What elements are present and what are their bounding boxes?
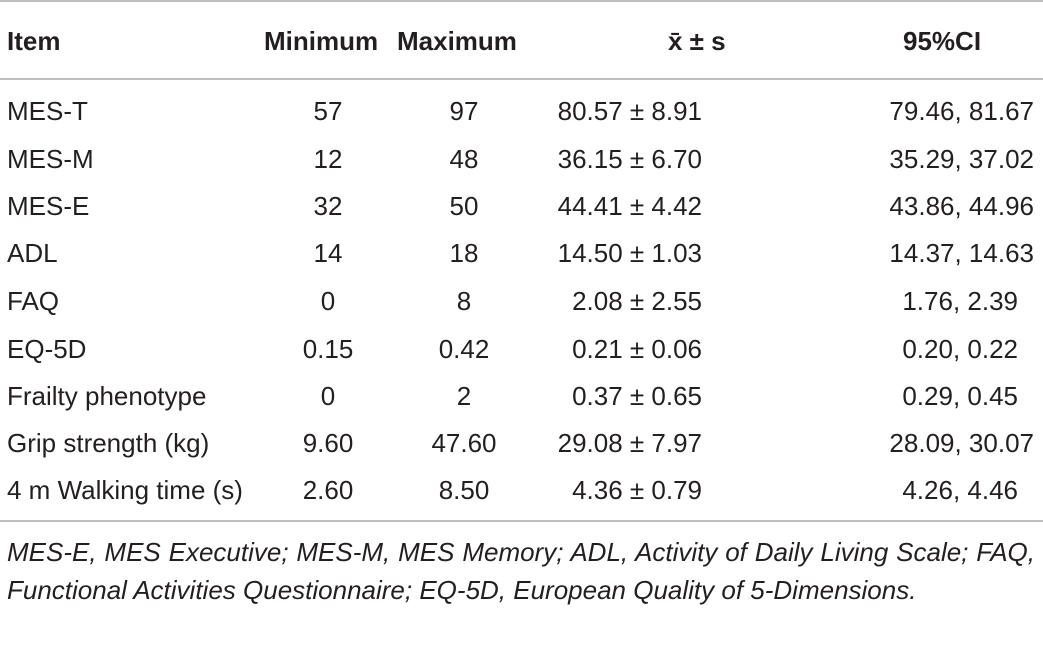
row-minimum: 9.60 bbox=[302, 428, 354, 458]
row-ci: 1.76, 2.39 bbox=[902, 286, 1018, 316]
table-row: MES-E 32 50 44.41 ± 4.42 43.86, 44.96 bbox=[0, 183, 1043, 229]
row-item: 4 m Walking time (s) bbox=[7, 475, 243, 505]
table-row: Frailty phenotype 0 2 0.37 ± 0.65 0.29, … bbox=[0, 373, 1043, 419]
table-bottom-rule bbox=[0, 520, 1043, 522]
row-ci: 4.26, 4.46 bbox=[902, 475, 1018, 505]
row-mean-sd: 4.36 ± 0.79 bbox=[572, 475, 702, 505]
row-maximum: 97 bbox=[449, 96, 479, 126]
row-minimum: 32 bbox=[313, 191, 343, 221]
row-maximum: 2 bbox=[456, 381, 472, 411]
table-row: 4 m Walking time (s) 2.60 8.50 4.36 ± 0.… bbox=[0, 467, 1043, 513]
row-ci: 0.29, 0.45 bbox=[902, 381, 1018, 411]
row-minimum: 0 bbox=[320, 286, 336, 316]
table-footnote: MES-E, MES Executive; MES-M, MES Memory;… bbox=[7, 537, 1035, 605]
header-ci: 95%CI bbox=[903, 26, 982, 56]
table-row: ADL 14 18 14.50 ± 1.03 14.37, 14.63 bbox=[0, 230, 1043, 276]
row-mean-sd: 14.50 ± 1.03 bbox=[557, 238, 702, 268]
header-mean-sd: x̄ ± s bbox=[668, 26, 726, 56]
table-row: Grip strength (kg) 9.60 47.60 29.08 ± 7.… bbox=[0, 420, 1043, 466]
row-minimum: 0.15 bbox=[302, 334, 354, 364]
row-ci: 28.09, 30.07 bbox=[889, 428, 1034, 458]
table-header-row: Item Minimum Maximum x̄ ± s 95%CI bbox=[0, 18, 1043, 64]
row-ci: 0.20, 0.22 bbox=[902, 334, 1018, 364]
row-mean-sd: 2.08 ± 2.55 bbox=[572, 286, 702, 316]
row-mean-sd: 80.57 ± 8.91 bbox=[557, 96, 702, 126]
row-item: ADL bbox=[7, 238, 58, 268]
row-item: MES-E bbox=[7, 191, 90, 221]
header-minimum: Minimum bbox=[264, 26, 379, 56]
row-item: FAQ bbox=[7, 286, 60, 316]
row-ci: 43.86, 44.96 bbox=[889, 191, 1034, 221]
table-row: EQ-5D 0.15 0.42 0.21 ± 0.06 0.20, 0.22 bbox=[0, 326, 1043, 372]
table-row: FAQ 0 8 2.08 ± 2.55 1.76, 2.39 bbox=[0, 278, 1043, 324]
row-maximum: 47.60 bbox=[431, 428, 497, 458]
row-minimum: 14 bbox=[313, 238, 343, 268]
row-ci: 35.29, 37.02 bbox=[889, 144, 1034, 174]
table-row: MES-T 57 97 80.57 ± 8.91 79.46, 81.67 bbox=[0, 88, 1043, 134]
table-top-rule bbox=[0, 0, 1043, 2]
row-mean-sd: 0.37 ± 0.65 bbox=[572, 381, 702, 411]
row-item: MES-T bbox=[7, 96, 88, 126]
row-minimum: 0 bbox=[320, 381, 336, 411]
table-row: MES-M 12 48 36.15 ± 6.70 35.29, 37.02 bbox=[0, 136, 1043, 182]
header-maximum: Maximum bbox=[397, 26, 517, 56]
row-maximum: 18 bbox=[449, 238, 479, 268]
row-item: MES-M bbox=[7, 144, 94, 174]
row-mean-sd: 36.15 ± 6.70 bbox=[557, 144, 702, 174]
row-minimum: 57 bbox=[313, 96, 343, 126]
row-mean-sd: 29.08 ± 7.97 bbox=[557, 428, 702, 458]
row-item: Frailty phenotype bbox=[7, 381, 207, 411]
row-item: Grip strength (kg) bbox=[7, 428, 210, 458]
row-maximum: 50 bbox=[449, 191, 479, 221]
row-maximum: 8 bbox=[456, 286, 472, 316]
row-maximum: 0.42 bbox=[438, 334, 490, 364]
row-minimum: 2.60 bbox=[302, 475, 354, 505]
row-maximum: 8.50 bbox=[438, 475, 490, 505]
row-ci: 79.46, 81.67 bbox=[889, 96, 1034, 126]
row-mean-sd: 44.41 ± 4.42 bbox=[557, 191, 702, 221]
row-item: EQ-5D bbox=[7, 334, 87, 364]
row-ci: 14.37, 14.63 bbox=[889, 238, 1034, 268]
row-mean-sd: 0.21 ± 0.06 bbox=[572, 334, 702, 364]
header-item: Item bbox=[7, 26, 61, 56]
row-maximum: 48 bbox=[449, 144, 479, 174]
table-header-rule bbox=[0, 78, 1043, 80]
row-minimum: 12 bbox=[313, 144, 343, 174]
